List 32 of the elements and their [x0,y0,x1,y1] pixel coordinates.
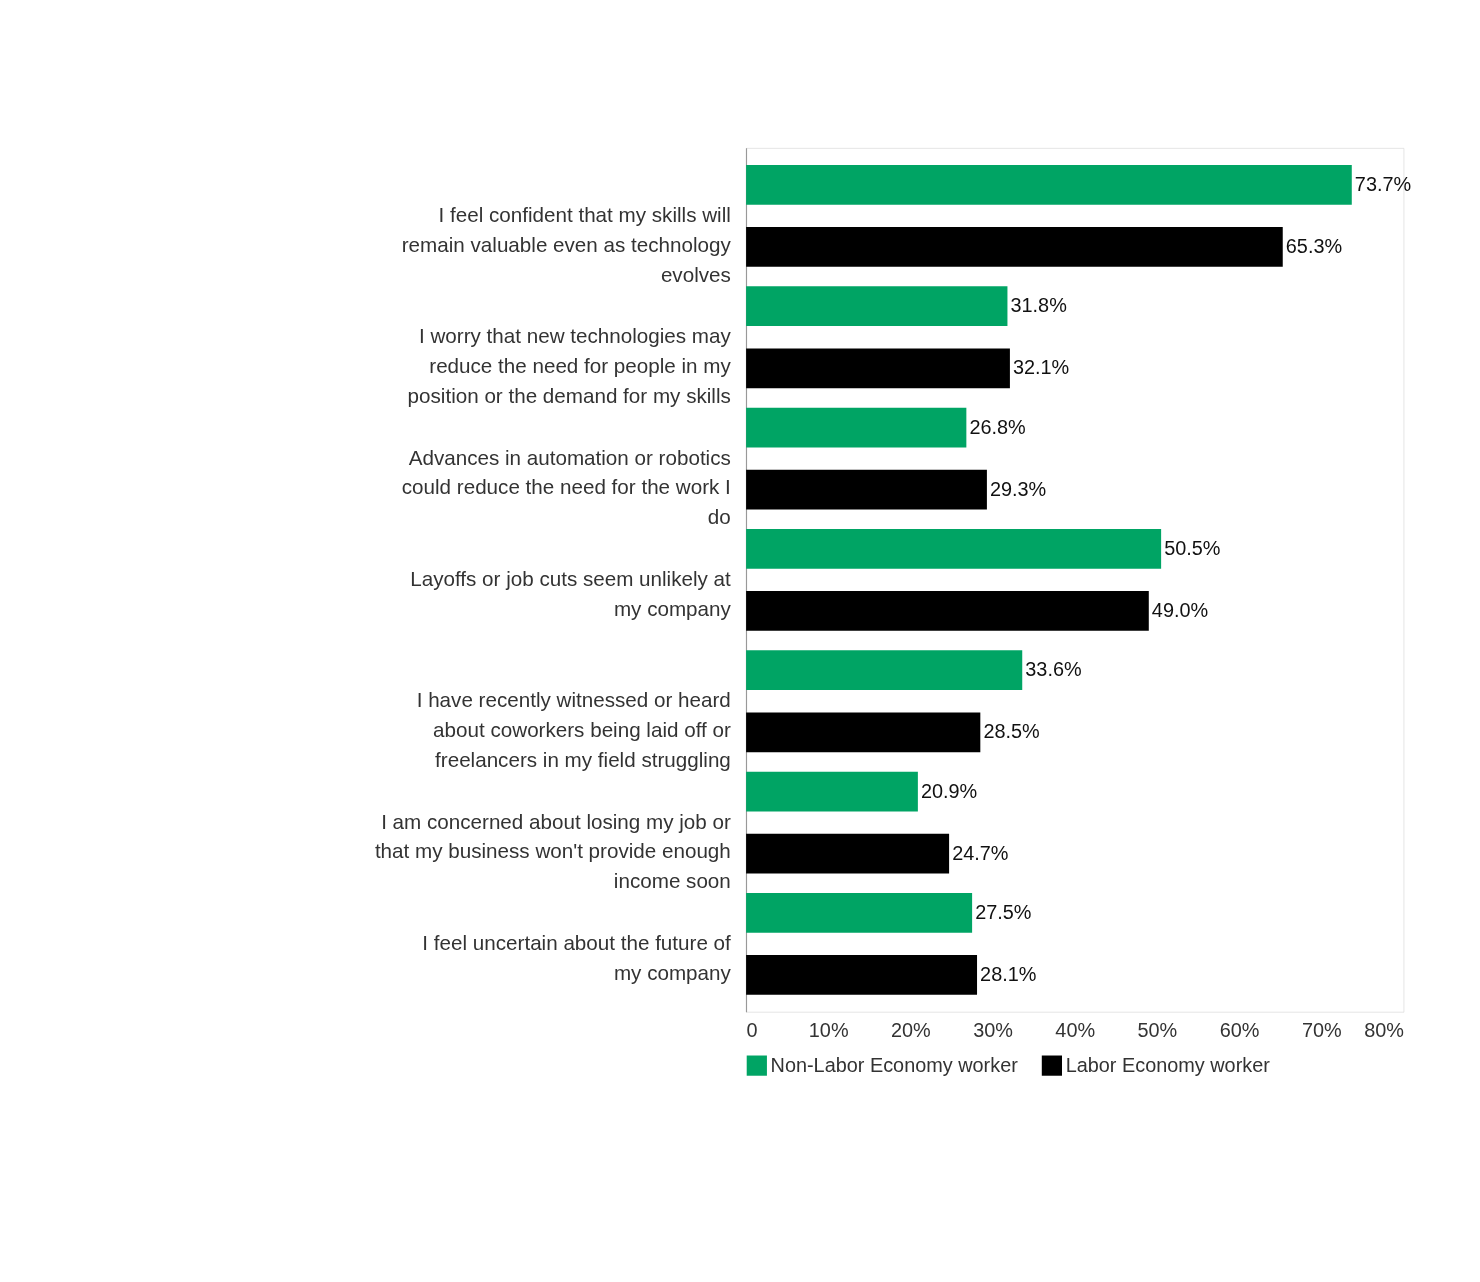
data-label: 49.0% [1151,599,1209,622]
data-label: 27.5% [975,900,1032,923]
y-tick-label: Advances in automation or robotics could reduce the need for the work I do [401,445,731,529]
data-label: 73.7% [1354,172,1412,195]
x-tick-label: 10% [808,1019,849,1042]
x-tick-label: 70% [1301,1019,1342,1042]
legend-label: Labor Economy worker [1065,1053,1271,1076]
data-label: 28.5% [983,720,1040,743]
data-label: 32.1% [1012,356,1070,379]
data-label: 29.3% [989,477,1047,500]
x-tick-label: 30% [973,1019,1013,1042]
x-tick-label: 20% [890,1019,931,1042]
data-label: 65.3% [1285,235,1343,258]
data-label: 20.9% [920,779,978,802]
data-label: 31.8% [1010,294,1067,317]
data-label: 28.1% [980,963,1037,986]
x-tick-label: 50% [1137,1019,1178,1042]
data-label: 24.7% [952,841,1009,864]
x-tick-label: 60% [1219,1019,1260,1042]
y-tick-label: I feel confident that my skills will remain valuable even as technology evolves [401,203,732,286]
y-tick-label: I am concerned about losing my job or that my business won't provide enough income soon [374,809,731,893]
x-tick-label: 0 [746,1019,758,1042]
data-label: 26.8% [969,415,1026,438]
data-label: 50.5% [1164,536,1221,559]
legend-label: Non-Labor Economy worker [770,1053,1019,1076]
y-tick-label: I worry that new technologies may reduce the need for people in my position or the demand for my skills [407,324,732,407]
y-tick-label: Layoffs or job cuts seem unlikely at my company [410,567,732,620]
data-label: 33.6% [1025,658,1082,681]
x-tick-label: 40% [1055,1019,1096,1042]
x-tick-label: 80% [1364,1019,1404,1042]
y-tick-label: I feel uncertain about the future of my company [422,930,732,984]
y-tick-label: I have recently witnessed or heard about coworkers being laid off or freelancers in my field struggling [416,688,731,771]
